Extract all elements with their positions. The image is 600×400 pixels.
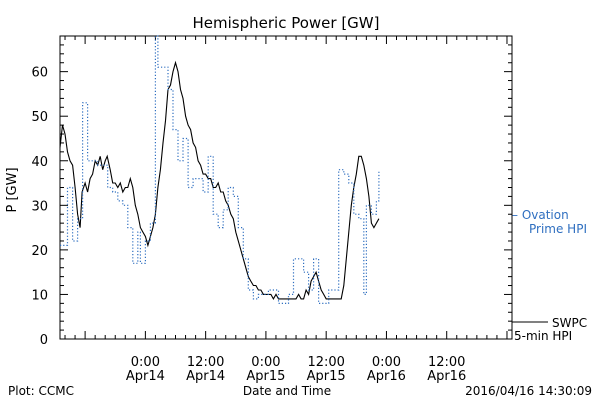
plot-timestamp: 2016/04/16 14:30:09 xyxy=(465,384,592,398)
series-layer xyxy=(59,35,380,304)
x-tick-time-label: 0:00 xyxy=(131,355,160,370)
x-tick-date-label: Apr16 xyxy=(427,369,466,384)
x-tick-time-label: 12:00 xyxy=(187,355,224,370)
y-tick-label: 0 xyxy=(40,333,48,348)
y-tick-label: 30 xyxy=(31,199,48,214)
x-tick-date-label: Apr16 xyxy=(367,369,406,384)
y-axis-label: P [GW] xyxy=(5,167,20,212)
x-axis-label: Date and Time xyxy=(243,384,331,398)
x-tick-time-label: 0:00 xyxy=(251,355,280,370)
y-tick-label: 40 xyxy=(31,155,48,170)
y-tick-label: 50 xyxy=(31,110,48,125)
chart-title: Hemispheric Power [GW] xyxy=(193,14,380,32)
x-tick-time-label: 12:00 xyxy=(307,355,344,370)
x-tick-date-label: Apr15 xyxy=(246,369,285,384)
x-tick-time-label: 12:00 xyxy=(428,355,465,370)
series-swpc-line xyxy=(59,60,380,301)
legend-swpc-line2: 5-min HPI xyxy=(514,329,572,343)
plot-credit: Plot: CCMC xyxy=(8,384,74,398)
legend-swpc: SWPC 5-min HPI xyxy=(512,316,587,343)
y-tick-label: 20 xyxy=(31,244,48,259)
y-tick-label: 10 xyxy=(31,288,48,303)
x-axis: 0:00Apr1412:00Apr140:00Apr1512:00Apr150:… xyxy=(64,36,508,384)
x-tick-date-label: Apr14 xyxy=(186,369,225,384)
legend-swpc-line1: SWPC xyxy=(552,316,587,330)
x-tick-date-label: Apr14 xyxy=(126,369,165,384)
legend-ovation-marker: – Ovation xyxy=(512,208,569,222)
legend-ovation-line2: Prime HPI xyxy=(529,222,587,236)
series-ovation-line xyxy=(60,35,380,304)
legend-ovation-prime: – Ovation Prime HPI xyxy=(512,208,587,236)
y-tick-label: 60 xyxy=(31,66,48,81)
x-tick-time-label: 0:00 xyxy=(372,355,401,370)
y-axis: 0 10 20 30 40 50 60 xyxy=(31,35,512,348)
x-tick-date-label: Apr15 xyxy=(307,369,346,384)
